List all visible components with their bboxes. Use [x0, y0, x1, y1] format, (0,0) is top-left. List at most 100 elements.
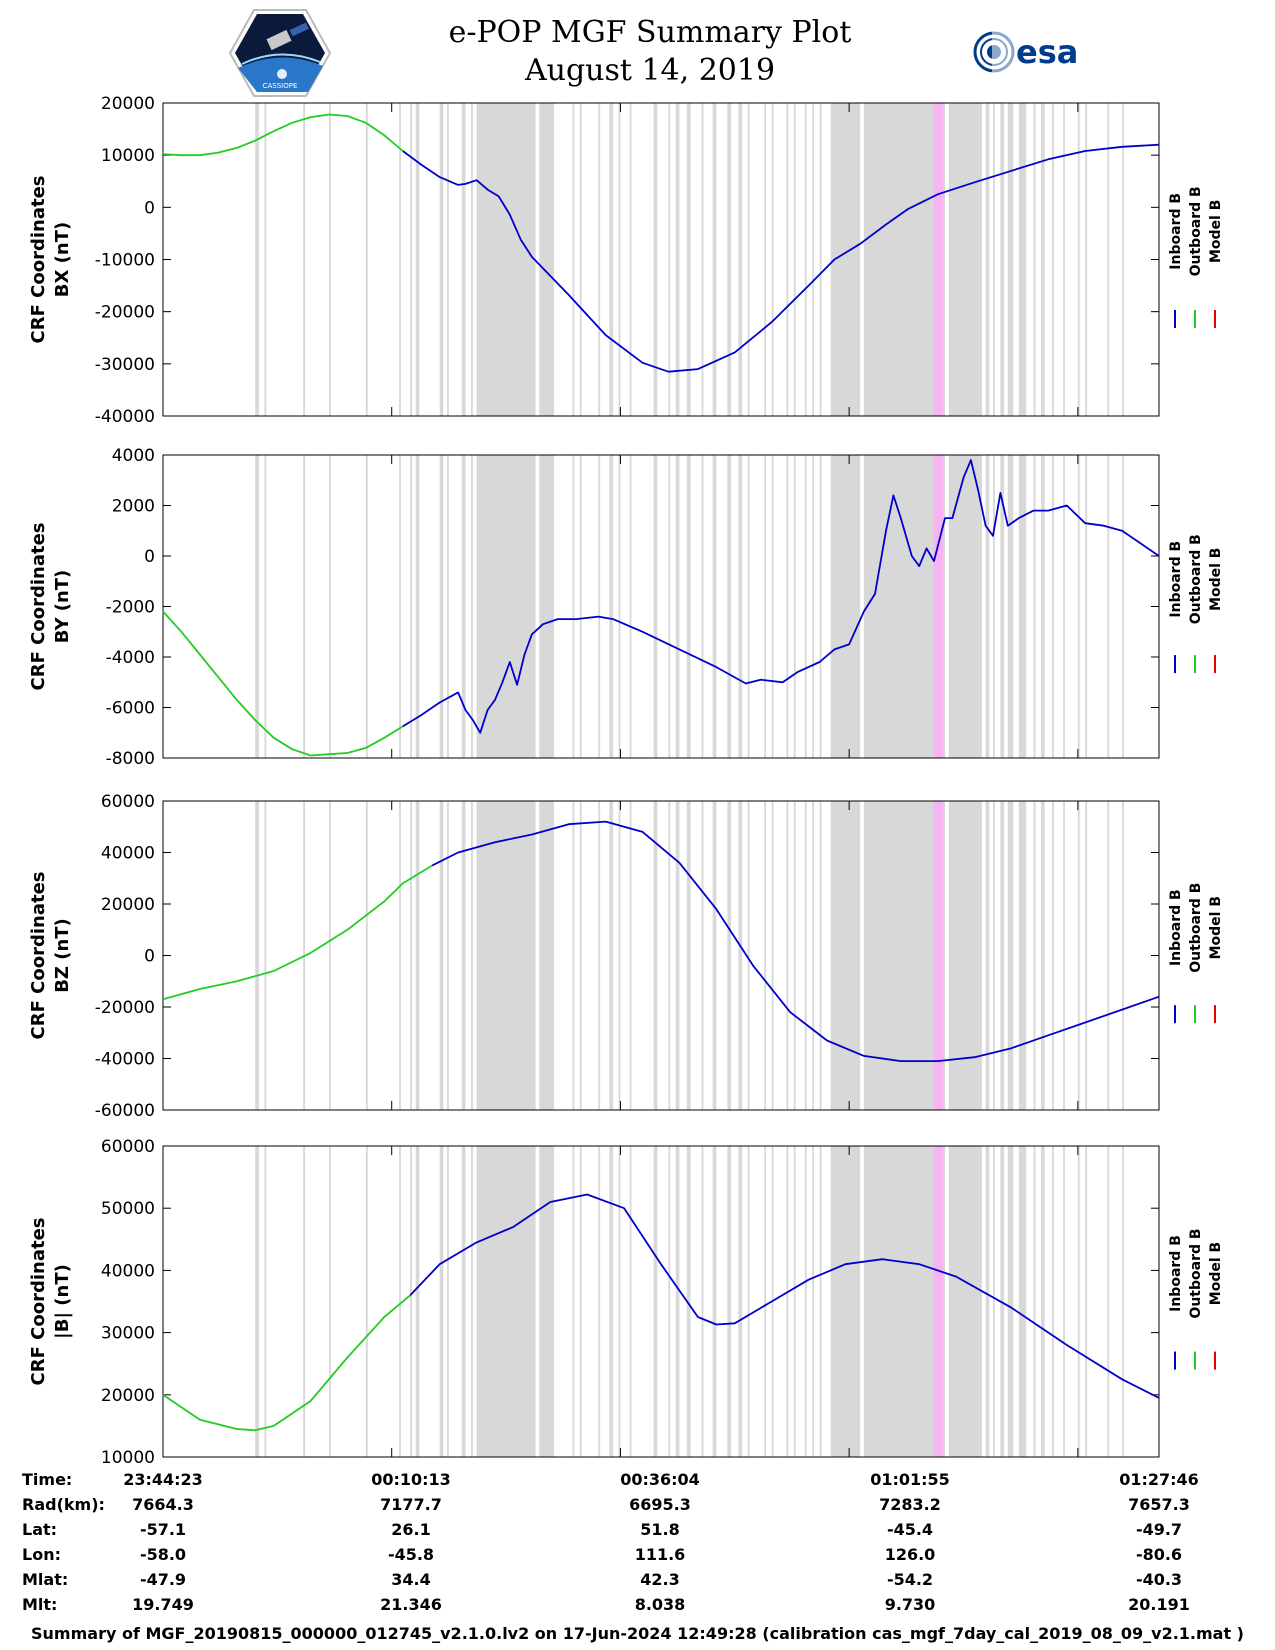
data-gap-band — [255, 801, 259, 1110]
data-gap-band — [471, 801, 473, 1110]
y-tick-label: 40000 — [101, 1261, 155, 1281]
y-axis-label-line2: |B| (nT) — [52, 1264, 73, 1339]
y-axis-label-line1: CRF Coordinates — [28, 872, 49, 1040]
highlight-band — [933, 1146, 944, 1457]
info-cell: -58.0 — [139, 1545, 187, 1564]
info-cell: 21.346 — [380, 1595, 442, 1614]
info-cell: 7664.3 — [132, 1495, 194, 1514]
data-gap-band — [675, 801, 680, 1110]
info-cell: 23:44:23 — [123, 1470, 203, 1489]
data-gap-band — [1018, 1146, 1027, 1457]
data-gap-band — [712, 1146, 717, 1457]
data-gap-band — [686, 801, 691, 1110]
info-cell: -45.8 — [387, 1545, 435, 1564]
data-gap-band — [618, 455, 621, 758]
info-cell: -45.4 — [886, 1520, 934, 1539]
data-gap-band — [629, 1146, 632, 1457]
data-gap-band — [410, 801, 412, 1110]
data-gap-band — [738, 1146, 743, 1457]
data-gap-band — [830, 801, 861, 1110]
info-row-label: Mlt: — [22, 1595, 58, 1614]
data-gap-band — [804, 103, 807, 416]
data-gap-band — [598, 103, 601, 416]
data-gap-band — [712, 801, 717, 1110]
y-tick-label: 0 — [144, 947, 155, 967]
info-cell: 51.8 — [640, 1520, 680, 1539]
data-gap-band — [786, 103, 789, 416]
data-gap-band — [1122, 455, 1124, 758]
data-gap-band — [653, 1146, 658, 1457]
data-gap-band — [1033, 801, 1036, 1110]
data-gap-band — [572, 455, 575, 758]
data-gap-band — [255, 103, 259, 416]
title-line-2: August 14, 2019 — [524, 53, 776, 88]
data-gap-band — [255, 455, 259, 758]
data-gap-band — [439, 801, 444, 1110]
info-row: Lon: -58.0 -45.8 111.6 126.0 -80.6 — [0, 1545, 1275, 1569]
y-tick-label: 0 — [144, 547, 155, 567]
data-gap-band — [1040, 1146, 1045, 1457]
y-tick-label: -10000 — [95, 251, 155, 271]
data-gap-band — [1018, 455, 1027, 758]
data-gap-band — [461, 1146, 466, 1457]
info-row-label: Time: — [22, 1470, 73, 1489]
data-gap-band — [1052, 103, 1054, 416]
data-gap-band — [771, 801, 774, 1110]
y-tick-label: 10000 — [101, 1448, 155, 1468]
data-gap-band — [819, 801, 822, 1110]
info-cell: 00:36:04 — [620, 1470, 700, 1489]
legend-inboard-label: Inboard B — [1168, 541, 1184, 618]
data-gap-band — [447, 1146, 449, 1457]
data-gap-band — [476, 455, 536, 758]
data-gap-band — [439, 103, 444, 416]
data-gap-band — [461, 103, 466, 416]
data-gap-band — [329, 455, 331, 758]
data-gap-band — [1063, 801, 1065, 1110]
data-gap-band — [701, 103, 704, 416]
data-gap-band — [410, 455, 412, 758]
data-gap-band — [1085, 103, 1088, 416]
data-gap-band — [303, 103, 306, 416]
data-gap-band — [1033, 103, 1036, 416]
data-gap-band — [653, 801, 658, 1110]
data-gap-band — [447, 455, 449, 758]
data-gap-band — [264, 1146, 267, 1457]
inboard-series-line — [431, 820, 1160, 1062]
data-gap-band — [572, 801, 575, 1110]
data-gap-band — [1052, 455, 1054, 758]
data-gap-band — [329, 1146, 331, 1457]
data-gap-band — [1107, 455, 1110, 758]
data-gap-band — [812, 1146, 815, 1457]
data-gap-band — [539, 1146, 555, 1457]
data-gap-band — [948, 103, 982, 416]
data-gap-band — [819, 455, 822, 758]
y-axis-label-line1: CRF Coordinates — [28, 523, 49, 691]
data-gap-band — [1007, 455, 1014, 758]
data-gap-band — [863, 1146, 946, 1457]
data-gap-band — [1052, 1146, 1054, 1457]
data-gap-band — [812, 455, 815, 758]
info-cell: 111.6 — [634, 1545, 686, 1564]
info-cell: -80.6 — [1135, 1545, 1183, 1564]
data-gap-band — [1077, 103, 1080, 416]
inboard-series-line — [402, 459, 1160, 734]
y-tick-label: 30000 — [101, 1324, 155, 1344]
data-gap-band — [1007, 103, 1014, 416]
data-gap-band — [668, 455, 671, 758]
highlight-band — [933, 103, 944, 416]
data-gap-band — [812, 103, 815, 416]
info-cell: 20.191 — [1128, 1595, 1190, 1614]
inboard-series-line — [402, 143, 1160, 373]
data-gap-band — [1107, 1146, 1110, 1457]
data-gap-band — [471, 455, 473, 758]
info-row: Mlat: -47.9 34.4 42.3 -54.2 -40.3 — [0, 1570, 1275, 1594]
data-gap-band — [1077, 455, 1080, 758]
data-gap-band — [675, 455, 680, 758]
data-gap-band — [1063, 455, 1065, 758]
data-gap-band — [738, 103, 743, 416]
legend-inboard-label: Inboard B — [1168, 193, 1184, 270]
title-line-1: e-POP MGF Summary Plot — [448, 15, 852, 50]
data-gap-band — [738, 801, 743, 1110]
data-gap-band — [329, 103, 331, 416]
